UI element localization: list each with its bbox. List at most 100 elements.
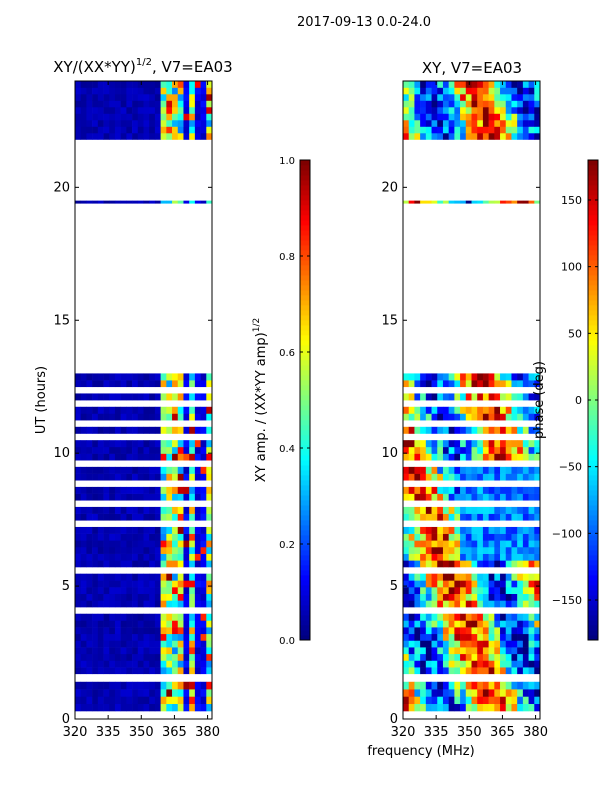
heatmap-cell [437,703,444,712]
heatmap-cell [403,440,410,448]
heatmap-cell [75,94,82,101]
heatmap-cell [160,113,167,121]
heatmap-cell [206,106,213,114]
colorbar-segment [588,260,598,266]
heatmap-cell [166,593,173,601]
heatmap-cell [177,573,184,581]
heatmap-cell [137,413,144,421]
heatmap-cell [109,413,116,421]
heatmap-cell [132,703,139,712]
colorbar-segment [588,400,598,406]
heatmap-cell [166,446,173,454]
heatmap-cell [448,473,455,481]
colorbar-segment [588,270,598,276]
heatmap-cell [149,620,156,628]
heatmap-cell [442,689,449,697]
heatmap-cell [149,393,156,401]
heatmap-cell [477,633,484,641]
heatmap-cell [471,466,478,474]
heatmap-cell [194,689,201,697]
heatmap-cell [114,393,121,401]
heatmap-cell [92,653,99,661]
heatmap-cell [528,667,535,675]
heatmap-cell [448,486,455,494]
heatmap-cell [189,81,196,88]
heatmap-cell [471,587,478,595]
heatmap-cell [403,426,410,434]
heatmap-cell [137,647,144,655]
heatmap-cell [200,132,207,140]
heatmap-cell [154,640,161,648]
y-tick-label: 20 [53,180,70,195]
heatmap-cell [86,100,93,108]
heatmap-cell [517,413,524,421]
heatmap-cell [414,553,421,561]
heatmap-cell [522,640,529,648]
heatmap-cell [177,627,184,635]
heatmap-cell [425,200,432,204]
heatmap-cell [465,540,472,548]
heatmap-cell [431,100,438,108]
heatmap-cell [177,100,184,108]
heatmap-cell [114,473,121,481]
heatmap-cell [500,446,507,454]
heatmap-cell [160,540,167,548]
heatmap-cell [517,553,524,561]
heatmap-cell [75,473,82,481]
colorbar-segment [300,285,310,291]
heatmap-cell [137,506,144,514]
heatmap-cell [143,689,150,697]
heatmap-cell [160,466,167,474]
heatmap-cell [431,633,438,641]
heatmap-cell [477,406,484,414]
heatmap-cell [149,600,156,608]
heatmap-cell [97,87,104,95]
heatmap-cell [454,613,461,621]
heatmap-cell [425,653,432,661]
heatmap-cell [534,540,541,548]
heatmap-cell [403,393,410,401]
heatmap-cell [494,81,501,88]
heatmap-cell [482,446,489,454]
heatmap-cell [154,106,161,114]
heatmap-cell [114,466,121,474]
heatmap-cell [86,393,93,401]
heatmap-cell [500,87,507,95]
heatmap-cell [109,627,116,635]
heatmap-cell [482,87,489,95]
heatmap-cell [177,473,184,481]
heatmap-cell [126,587,133,595]
colorbar-segment [300,560,310,566]
heatmap-cell [103,667,110,675]
heatmap-cell [132,373,139,381]
heatmap-cell [403,653,410,661]
heatmap-cell [420,620,427,628]
heatmap-cell [488,380,495,388]
heatmap-cell [500,681,507,690]
heatmap-cell [206,653,213,661]
heatmap-cell [454,667,461,675]
heatmap-cell [534,696,541,705]
heatmap-cell [109,703,116,712]
heatmap-cell [166,647,173,655]
heatmap-cell [448,540,455,548]
heatmap-cell [522,132,529,140]
heatmap-cell [500,493,507,501]
heatmap-cell [517,533,524,541]
heatmap-cell [80,593,87,601]
heatmap-cell [460,553,467,561]
heatmap-cell [500,653,507,661]
colorbar-segment [300,245,310,251]
heatmap-cell [528,119,535,127]
colorbar-segment [588,570,598,576]
colorbar-segment [588,330,598,336]
colorbar-segment [300,490,310,496]
heatmap-cell [86,473,93,481]
heatmap-cell [206,546,213,554]
heatmap-cell [166,200,173,204]
heatmap-cell [103,593,110,601]
heatmap-cell [488,627,495,635]
heatmap-cell [109,132,116,140]
heatmap-cell [505,620,512,628]
